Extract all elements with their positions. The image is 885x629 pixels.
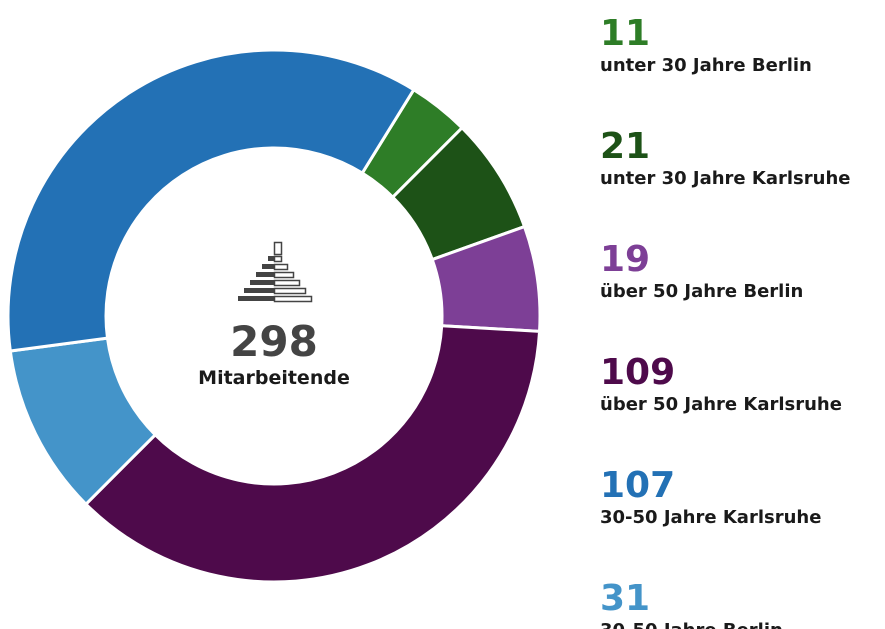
legend-value: 107	[600, 465, 675, 506]
legend-value: 19	[600, 239, 650, 280]
legend-value: 21	[600, 126, 650, 167]
legend-label: unter 30 Jahre Berlin	[600, 55, 812, 76]
legend-value: 109	[600, 352, 675, 393]
legend-label: unter 30 Jahre Karlsruhe	[600, 168, 850, 189]
legend-label: 30-50 Jahre Berlin	[600, 620, 783, 629]
legend-label: über 50 Jahre Karlsruhe	[600, 394, 842, 415]
legend-value: 31	[600, 578, 650, 619]
center-label: Mitarbeitende	[198, 367, 350, 389]
slice	[83, 324, 542, 584]
center-value: 298	[230, 317, 318, 366]
donut	[6, 48, 542, 584]
legend-value: 11	[600, 13, 650, 54]
legend-label: über 50 Jahre Berlin	[600, 281, 803, 302]
legend-label: 30-50 Jahre Karlsruhe	[600, 507, 821, 528]
center-icon	[238, 241, 313, 303]
slice	[6, 48, 416, 353]
